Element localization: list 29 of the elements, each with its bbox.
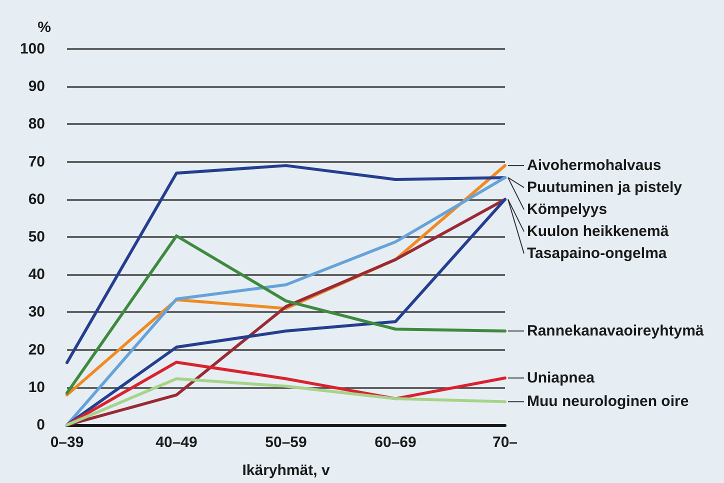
x-tick-label: 50–59 [265,434,307,451]
y-tick-label: 90 [28,78,45,96]
text: Kömpelyys [527,201,608,218]
x-axis-title: Ikäryhmät, v [242,462,330,479]
y-tick-label: 30 [28,304,45,321]
x-tick-label: 70– [492,434,518,451]
series-label: Aivohermohalvaus [527,157,662,174]
text: Tasapaino-ongelma [527,245,668,262]
x-tick-label: 40–49 [156,434,198,451]
series-label: Puutuminen ja pistely [527,179,683,196]
y-axis-title: % [38,19,51,36]
line-series [66,360,506,426]
text: Kuulon heikkenemä [527,223,670,240]
y-tick-label: 0 [36,416,45,434]
series-label: Muu neurologinen oire [527,393,689,410]
line-series [66,377,506,426]
series-label: Uniapnea [527,370,596,386]
x-tick-label: 0–39 [50,434,84,451]
y-tick-label: 80 [28,116,45,133]
y-tick-label: 50 [28,228,45,246]
line-series [66,234,506,395]
x-tick-label: 60–69 [374,434,416,451]
y-tick-label: 10 [28,378,45,396]
y-tick-label: 70 [28,153,45,170]
y-tick-label: 20 [28,341,45,358]
series-label: Rannekanavaoireyhtymä [527,322,704,340]
y-tick-label: 60 [28,190,45,208]
y-tick-label: 100 [20,40,45,58]
y-tick-label: 40 [28,266,45,284]
